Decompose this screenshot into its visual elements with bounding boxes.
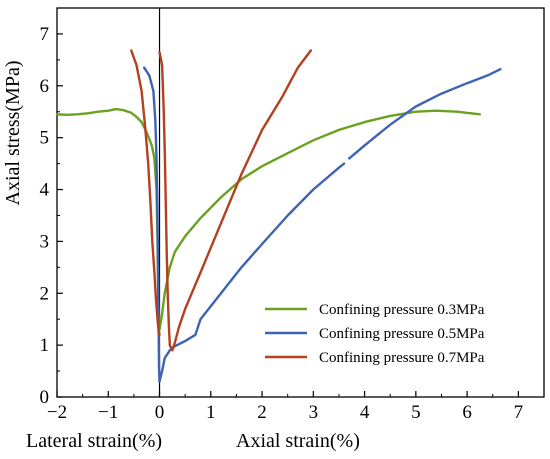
series-2 [142,66,502,383]
x-tick-label: 2 [257,402,267,423]
y-tick-label: 1 [40,335,50,356]
x-tick-label: 5 [411,402,421,423]
x-tick-label: 7 [514,402,524,423]
series-line [158,162,346,383]
x-tick-label: 1 [206,402,216,423]
plot-frame [56,7,545,398]
x-tick-label: −1 [98,402,118,423]
y-tick-label: 6 [40,76,50,97]
legend: Confining pressure 0.3MPa Confining press… [265,302,485,366]
series-group [55,49,502,383]
y-axis-ticks: 0 1 2 3 4 5 6 7 [40,24,63,408]
legend-label: Confining pressure 0.5MPa [319,326,485,342]
series-3 [130,49,312,352]
y-tick-label: 2 [40,283,50,304]
y-axis-title: Axial stress(MPa) [2,61,24,206]
series-line [55,107,161,331]
plot-area: −2 −1 0 1 2 3 4 5 6 7 0 1 2 3 4 5 6 7 [40,7,545,423]
y-tick-label: 7 [40,24,50,45]
series-1 [55,107,482,331]
x-axis-title-axial: Axial strain(%) [236,430,360,452]
x-tick-label: 0 [155,402,165,423]
series-line [348,68,502,160]
y-tick-label: 4 [40,180,50,201]
x-tick-label: 3 [309,402,319,423]
y-tick-label: 0 [40,387,50,408]
series-line [158,49,312,352]
series-line [158,109,482,331]
legend-label: Confining pressure 0.7MPa [319,350,485,366]
x-axis-ticks: −2 −1 0 1 2 3 4 5 6 7 [47,391,523,423]
series-line [142,66,161,383]
x-tick-label: 4 [360,402,370,423]
y-tick-label: 3 [40,231,50,252]
series-line [130,49,161,336]
x-tick-label: 6 [462,402,472,423]
y-tick-label: 5 [40,128,50,149]
x-tick-label: −2 [47,402,67,423]
x-axis-title-lateral: Lateral strain(%) [26,430,162,452]
legend-label: Confining pressure 0.3MPa [319,302,485,318]
